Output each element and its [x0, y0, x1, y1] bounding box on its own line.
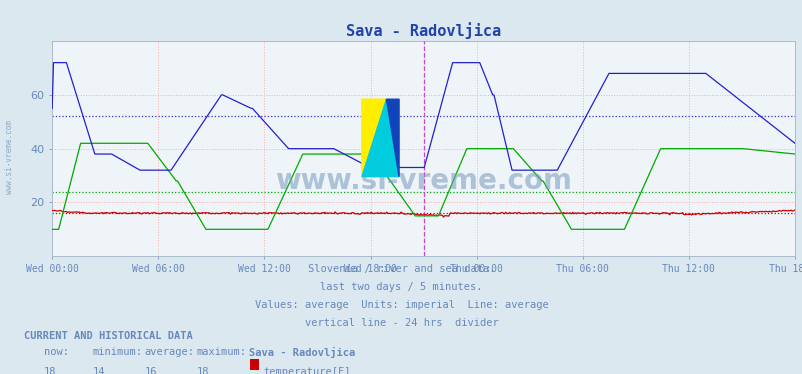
- Text: Values: average  Units: imperial  Line: average: Values: average Units: imperial Line: av…: [254, 300, 548, 310]
- Text: minimum:: minimum:: [92, 347, 142, 357]
- Text: temperature[F]: temperature[F]: [263, 367, 350, 374]
- Text: 16: 16: [144, 367, 157, 374]
- Text: Slovenia / river and sea data.: Slovenia / river and sea data.: [307, 264, 495, 274]
- Text: last two days / 5 minutes.: last two days / 5 minutes.: [320, 282, 482, 292]
- Polygon shape: [362, 99, 386, 177]
- Title: Sava - Radovljica: Sava - Radovljica: [346, 22, 500, 39]
- Text: 14: 14: [92, 367, 105, 374]
- Text: vertical line - 24 hrs  divider: vertical line - 24 hrs divider: [304, 318, 498, 328]
- Text: 18: 18: [196, 367, 209, 374]
- Polygon shape: [386, 99, 399, 177]
- Text: CURRENT AND HISTORICAL DATA: CURRENT AND HISTORICAL DATA: [24, 331, 192, 341]
- Text: Sava - Radovljica: Sava - Radovljica: [249, 347, 354, 358]
- Text: now:: now:: [44, 347, 69, 357]
- Text: www.si-vreme.com: www.si-vreme.com: [5, 120, 14, 194]
- Text: www.si-vreme.com: www.si-vreme.com: [275, 167, 571, 195]
- Text: 18: 18: [44, 367, 57, 374]
- Polygon shape: [362, 99, 399, 177]
- Text: maximum:: maximum:: [196, 347, 246, 357]
- Text: average:: average:: [144, 347, 194, 357]
